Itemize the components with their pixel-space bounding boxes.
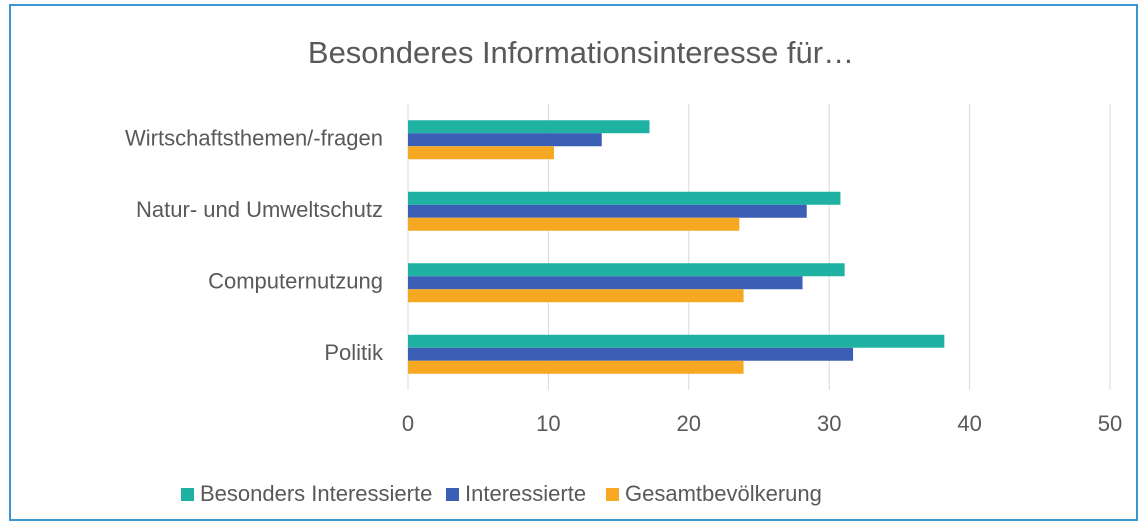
bar xyxy=(408,347,854,361)
legend-label: Interessierte xyxy=(465,481,586,506)
x-tick-label: 50 xyxy=(1098,411,1122,436)
bar xyxy=(408,120,650,134)
legend-swatch xyxy=(446,488,459,501)
chart-frame xyxy=(9,4,1138,521)
bar xyxy=(408,146,555,160)
bar xyxy=(408,334,945,348)
legend-label: Besonders Interessierte xyxy=(200,481,432,506)
x-tick-label: 0 xyxy=(402,411,414,436)
bar xyxy=(408,263,845,277)
x-tick-label: 10 xyxy=(536,411,560,436)
y-tick-label: Natur- und Umweltschutz xyxy=(136,197,383,222)
legend-swatch xyxy=(606,488,619,501)
y-tick-label: Wirtschaftsthemen/-fragen xyxy=(125,126,383,151)
bar xyxy=(408,360,744,374)
y-tick-label: Computernutzung xyxy=(208,269,383,294)
legend-swatch xyxy=(181,488,194,501)
bar xyxy=(408,133,602,147)
chart-title: Besonderes Informationsinteresse für… xyxy=(308,35,854,70)
x-tick-label: 20 xyxy=(677,411,701,436)
bar xyxy=(408,289,744,303)
bar xyxy=(408,276,803,290)
x-tick-label: 30 xyxy=(817,411,841,436)
x-tick-label: 40 xyxy=(957,411,981,436)
bar xyxy=(408,191,841,205)
bar xyxy=(408,217,740,231)
bar xyxy=(408,204,807,218)
y-tick-label: Politik xyxy=(324,340,384,365)
legend-label: Gesamtbevölkerung xyxy=(625,481,822,506)
